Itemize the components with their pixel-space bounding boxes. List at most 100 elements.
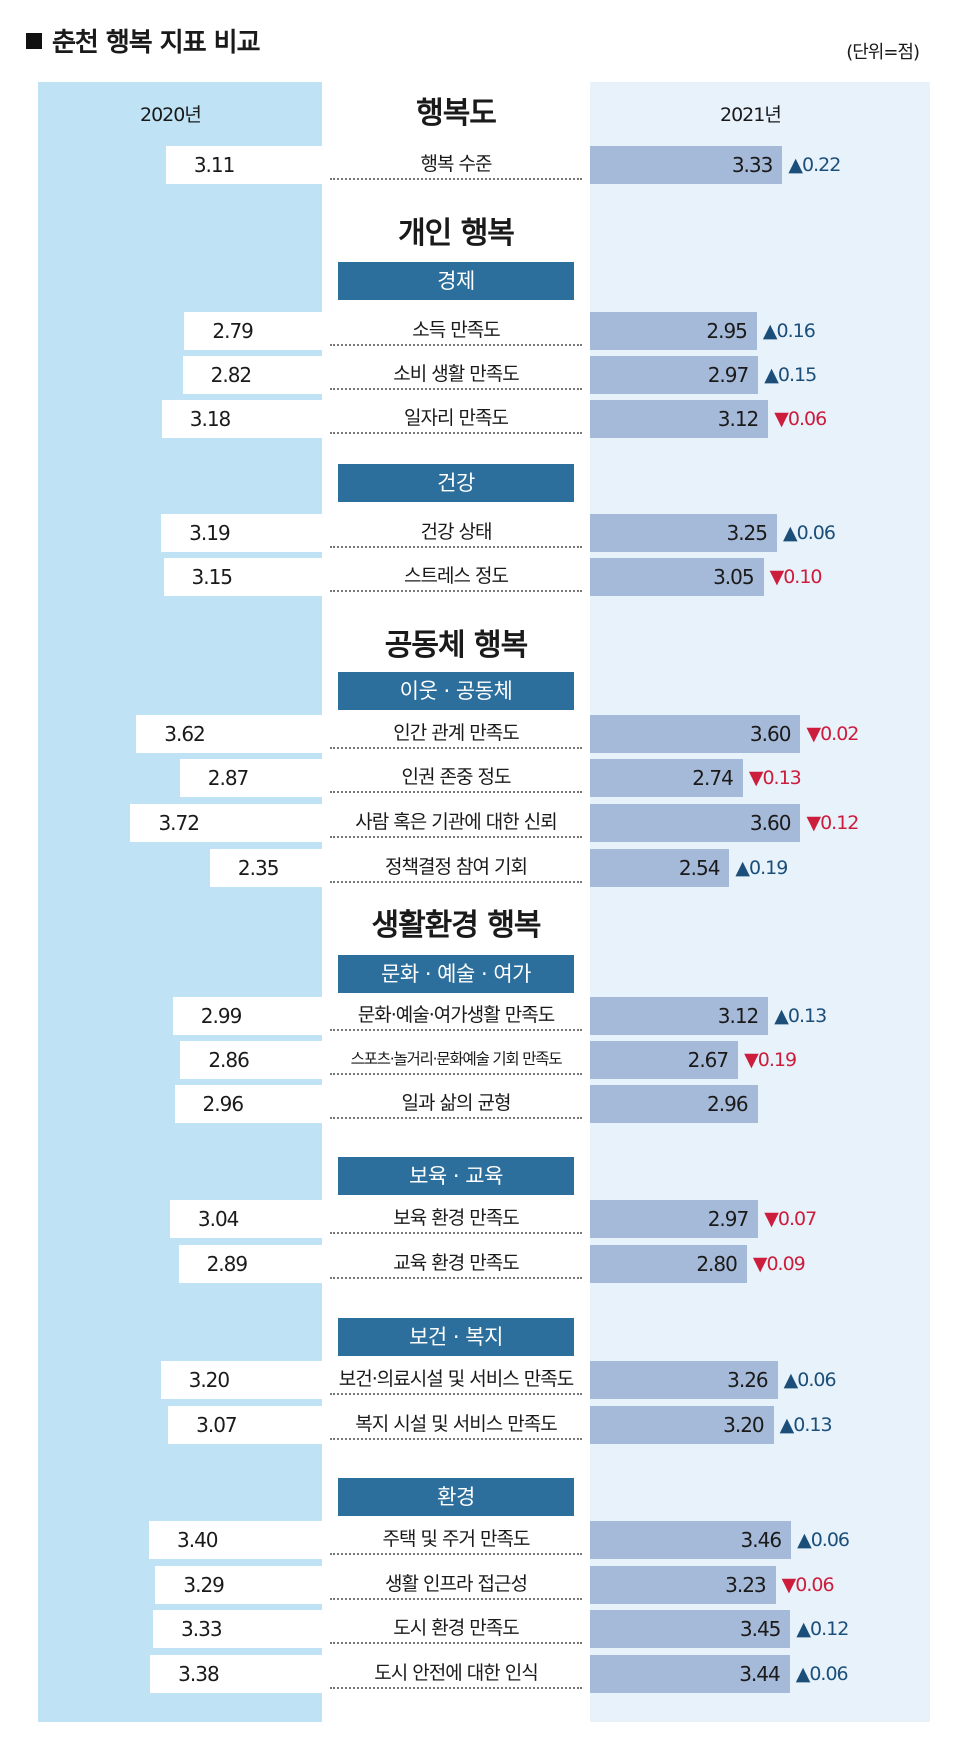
- change-value: 0.06: [797, 1369, 836, 1391]
- bar-2021: [590, 146, 783, 184]
- value-2020: 3.15: [191, 565, 234, 589]
- value-2021: 3.60: [749, 811, 792, 835]
- triangle-down-icon: ▼: [764, 1208, 779, 1230]
- value-2020: 3.04: [197, 1207, 240, 1231]
- triangle-up-icon: ▲: [762, 320, 778, 342]
- bar-2020: [172, 997, 334, 1035]
- change-indicator: ▲0.13: [780, 1406, 833, 1444]
- year-label-2020: 2020년: [140, 104, 202, 126]
- indicator-label: 주택 및 주거 만족도: [330, 1525, 582, 1555]
- value-2021: 3.20: [723, 1413, 765, 1437]
- triangle-down-icon: ▼: [774, 408, 789, 430]
- indicator-label: 스트레스 정도: [330, 562, 582, 592]
- triangle-up-icon: ▲: [783, 1369, 799, 1391]
- bar-2020: [155, 1566, 334, 1604]
- change-indicator: ▼0.02: [806, 715, 859, 753]
- value-2021: 2.96: [707, 1092, 749, 1116]
- value-2021: 3.26: [727, 1368, 769, 1392]
- unit-label: (단위=점): [846, 42, 920, 63]
- value-2021: 2.80: [696, 1252, 738, 1276]
- group-label: 건강: [338, 464, 574, 502]
- value-2021: 2.74: [692, 766, 734, 790]
- change-value: 0.19: [749, 857, 788, 879]
- bar-2020: [184, 312, 334, 350]
- value-2021: 3.60: [749, 722, 792, 746]
- change-indicator: ▲0.22: [788, 146, 841, 184]
- section-heading: 행복도: [416, 96, 497, 131]
- indicator-label: 스포츠·놀거리·문화예술 기회 만족도: [330, 1045, 582, 1075]
- indicator-label: 건강 상태: [330, 518, 582, 548]
- group-label: 경제: [338, 262, 574, 300]
- value-2020: 2.89: [206, 1252, 249, 1276]
- chart-title-text: 춘천 행복 지표 비교: [52, 28, 261, 58]
- bar-2021: [590, 1406, 774, 1444]
- change-value: 0.06: [796, 522, 836, 544]
- bar-2020: [168, 1406, 334, 1444]
- value-2020: 2.96: [202, 1092, 245, 1116]
- value-2021: 2.95: [706, 319, 748, 343]
- indicator-label: 문화·예술·여가생활 만족도: [330, 1001, 582, 1031]
- triangle-down-icon: ▼: [748, 767, 764, 789]
- bar-2020: [182, 356, 334, 394]
- bar-2021: [590, 849, 730, 887]
- bar-2020: [179, 759, 334, 797]
- panel-2020: [38, 82, 322, 1722]
- bar-2020: [160, 1361, 334, 1399]
- section-heading: 개인 행복: [398, 216, 515, 251]
- value-2021: 3.23: [725, 1573, 767, 1597]
- indicator-label: 복지 시설 및 서비스 만족도: [330, 1410, 582, 1440]
- bar-2021: [590, 1200, 759, 1238]
- change-value: 0.22: [801, 154, 841, 176]
- value-2020: 3.38: [178, 1662, 220, 1686]
- change-value: 0.10: [783, 566, 822, 588]
- value-2020: 3.33: [181, 1617, 223, 1641]
- bar-2020: [169, 1200, 334, 1238]
- change-indicator: ▼0.10: [770, 558, 823, 596]
- change-value: 0.13: [793, 1414, 832, 1436]
- panel-2021: [590, 82, 930, 1722]
- value-2020: 2.86: [208, 1048, 250, 1072]
- change-value: 0.13: [762, 767, 801, 789]
- triangle-up-icon: ▲: [795, 1663, 811, 1685]
- indicator-label: 인권 존중 정도: [330, 763, 582, 793]
- bar-2021: [590, 759, 743, 797]
- bar-2021: [590, 558, 764, 596]
- bar-2021: [590, 1041, 739, 1079]
- value-2020: 3.18: [189, 407, 232, 431]
- triangle-up-icon: ▲: [788, 154, 803, 176]
- bar-2021: [590, 514, 777, 552]
- change-value: 0.07: [777, 1208, 817, 1230]
- triangle-down-icon: ▼: [781, 1574, 797, 1596]
- bar-2020: [163, 558, 334, 596]
- chart-title: 춘천 행복 지표 비교: [26, 22, 261, 59]
- indicator-label: 정책결정 참여 기회: [330, 853, 582, 883]
- year-label-2021: 2021년: [720, 104, 782, 126]
- group-label: 보건 · 복지: [338, 1318, 574, 1356]
- change-value: 0.02: [820, 723, 859, 745]
- indicator-label: 도시 안전에 대한 인식: [330, 1659, 582, 1689]
- triangle-up-icon: ▲: [774, 1005, 789, 1027]
- triangle-up-icon: ▲: [796, 1618, 811, 1640]
- bar-2020: [153, 1610, 334, 1648]
- value-2020: 2.82: [210, 363, 253, 387]
- bar-2020: [180, 1041, 334, 1079]
- group-label: 보육 · 교육: [338, 1157, 574, 1195]
- bar-2021: [590, 1361, 778, 1399]
- indicator-label: 인간 관계 만족도: [330, 719, 582, 749]
- square-bullet-icon: [26, 33, 42, 49]
- triangle-down-icon: ▼: [752, 1253, 768, 1275]
- bar-2021: [590, 1610, 791, 1648]
- indicator-label: 행복 수준: [330, 150, 582, 180]
- change-indicator: ▲0.19: [735, 849, 788, 887]
- value-2021: 3.45: [739, 1617, 782, 1641]
- indicator-label: 교육 환경 만족도: [330, 1249, 582, 1279]
- indicator-label: 생활 인프라 접근성: [330, 1570, 582, 1600]
- bar-2020: [130, 804, 334, 842]
- indicator-label: 일과 삶의 균형: [330, 1089, 582, 1119]
- bar-2021: [590, 715, 801, 753]
- change-value: 0.09: [766, 1253, 805, 1275]
- value-2020: 3.07: [196, 1413, 238, 1437]
- change-indicator: ▼0.13: [748, 759, 802, 797]
- group-label: 문화 · 예술 · 여가: [338, 955, 574, 993]
- value-2020: 3.11: [193, 153, 236, 177]
